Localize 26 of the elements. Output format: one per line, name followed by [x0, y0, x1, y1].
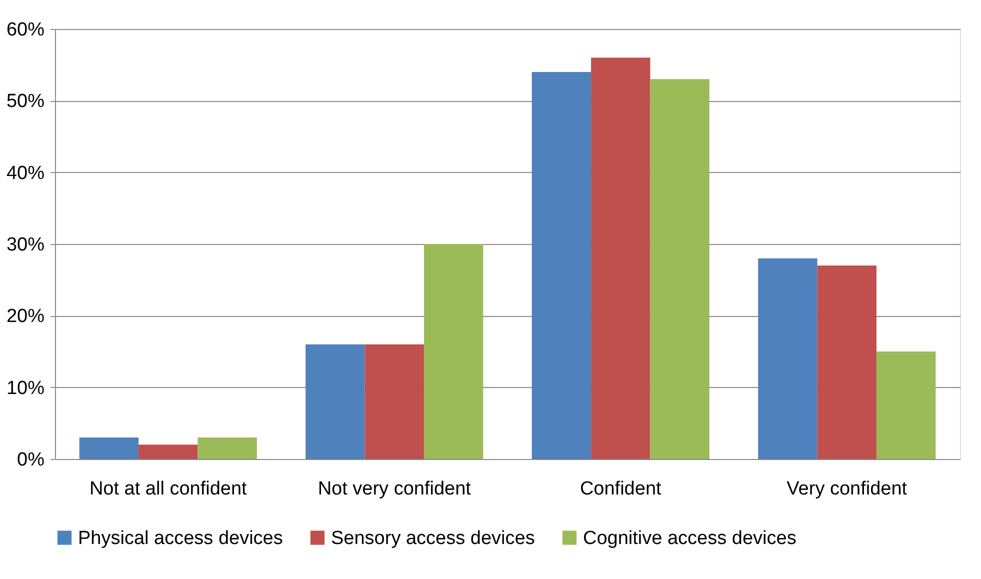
- x-tick-label: Confident: [580, 478, 662, 500]
- bar: [198, 438, 257, 459]
- bar: [79, 438, 139, 459]
- bar: [591, 58, 650, 459]
- bar: [532, 72, 592, 459]
- legend-label: Cognitive access devices: [583, 528, 796, 549]
- bar: [138, 444, 198, 459]
- y-tick-label: 60%: [6, 20, 45, 40]
- x-tick-label: Not at all confident: [89, 478, 248, 500]
- bar: [306, 344, 365, 459]
- bar: [650, 79, 710, 459]
- y-tick-label: 10%: [6, 378, 45, 399]
- y-tick-label: 0%: [17, 450, 45, 470]
- x-tick-label: Not very confident: [318, 478, 472, 500]
- y-tick-label: 40%: [6, 162, 45, 184]
- x-tick-label: Very confident: [786, 478, 908, 500]
- legend-label: Physical access devices: [78, 528, 283, 549]
- bar: [758, 258, 818, 459]
- bar: [817, 266, 876, 459]
- y-tick-label: 50%: [6, 91, 45, 112]
- bar: [364, 344, 424, 459]
- legend-label: Sensory access devices: [331, 528, 535, 549]
- bar: [876, 352, 936, 459]
- y-tick-label: 20%: [6, 306, 45, 328]
- bar: [424, 244, 484, 459]
- y-tick-label: 30%: [6, 234, 45, 256]
